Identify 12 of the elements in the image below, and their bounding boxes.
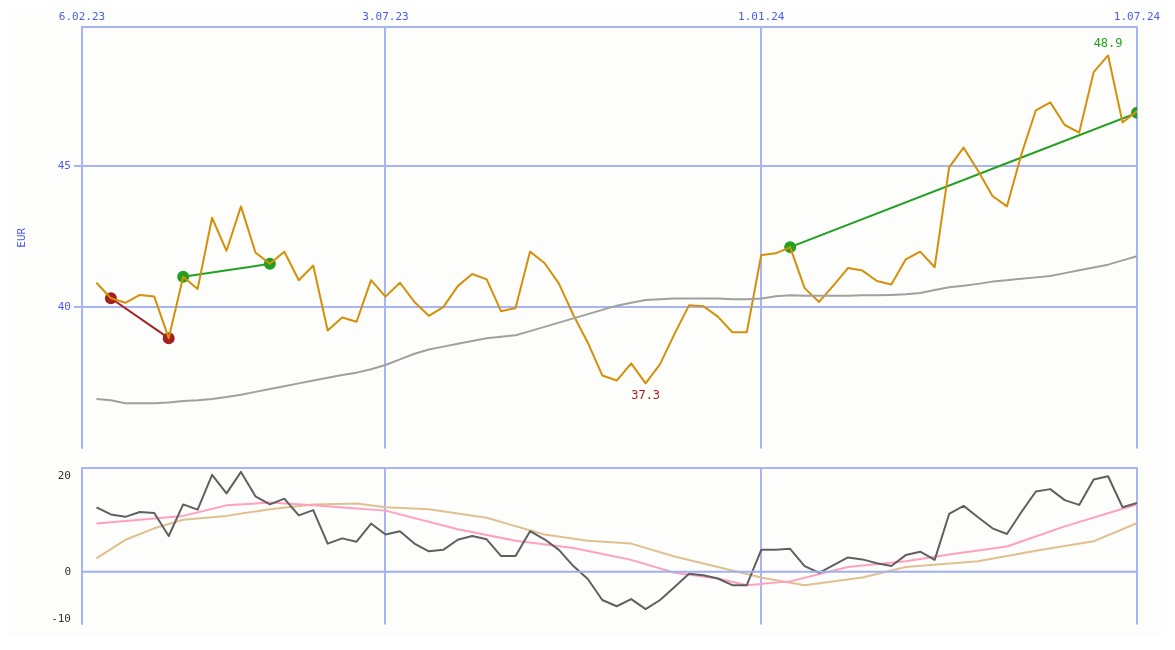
y-tick-label: 0 — [64, 564, 71, 578]
y-tick-label: -10 — [51, 612, 71, 626]
y-tick-label: 20 — [57, 469, 71, 483]
x-tick-label: 1.07.24 — [1113, 10, 1161, 24]
annotation: 48.9 — [1093, 35, 1123, 50]
x-tick-label: 6.02.23 — [58, 10, 106, 24]
annotation: 37.3 — [631, 387, 661, 402]
x-tick-label: 1.01.24 — [738, 10, 785, 24]
y-tick-label: 40 — [57, 299, 71, 313]
x-tick-label: 3.07.23 — [362, 10, 409, 24]
y-axis-title: EUR — [15, 227, 29, 248]
y-tick-label: 45 — [57, 158, 71, 172]
